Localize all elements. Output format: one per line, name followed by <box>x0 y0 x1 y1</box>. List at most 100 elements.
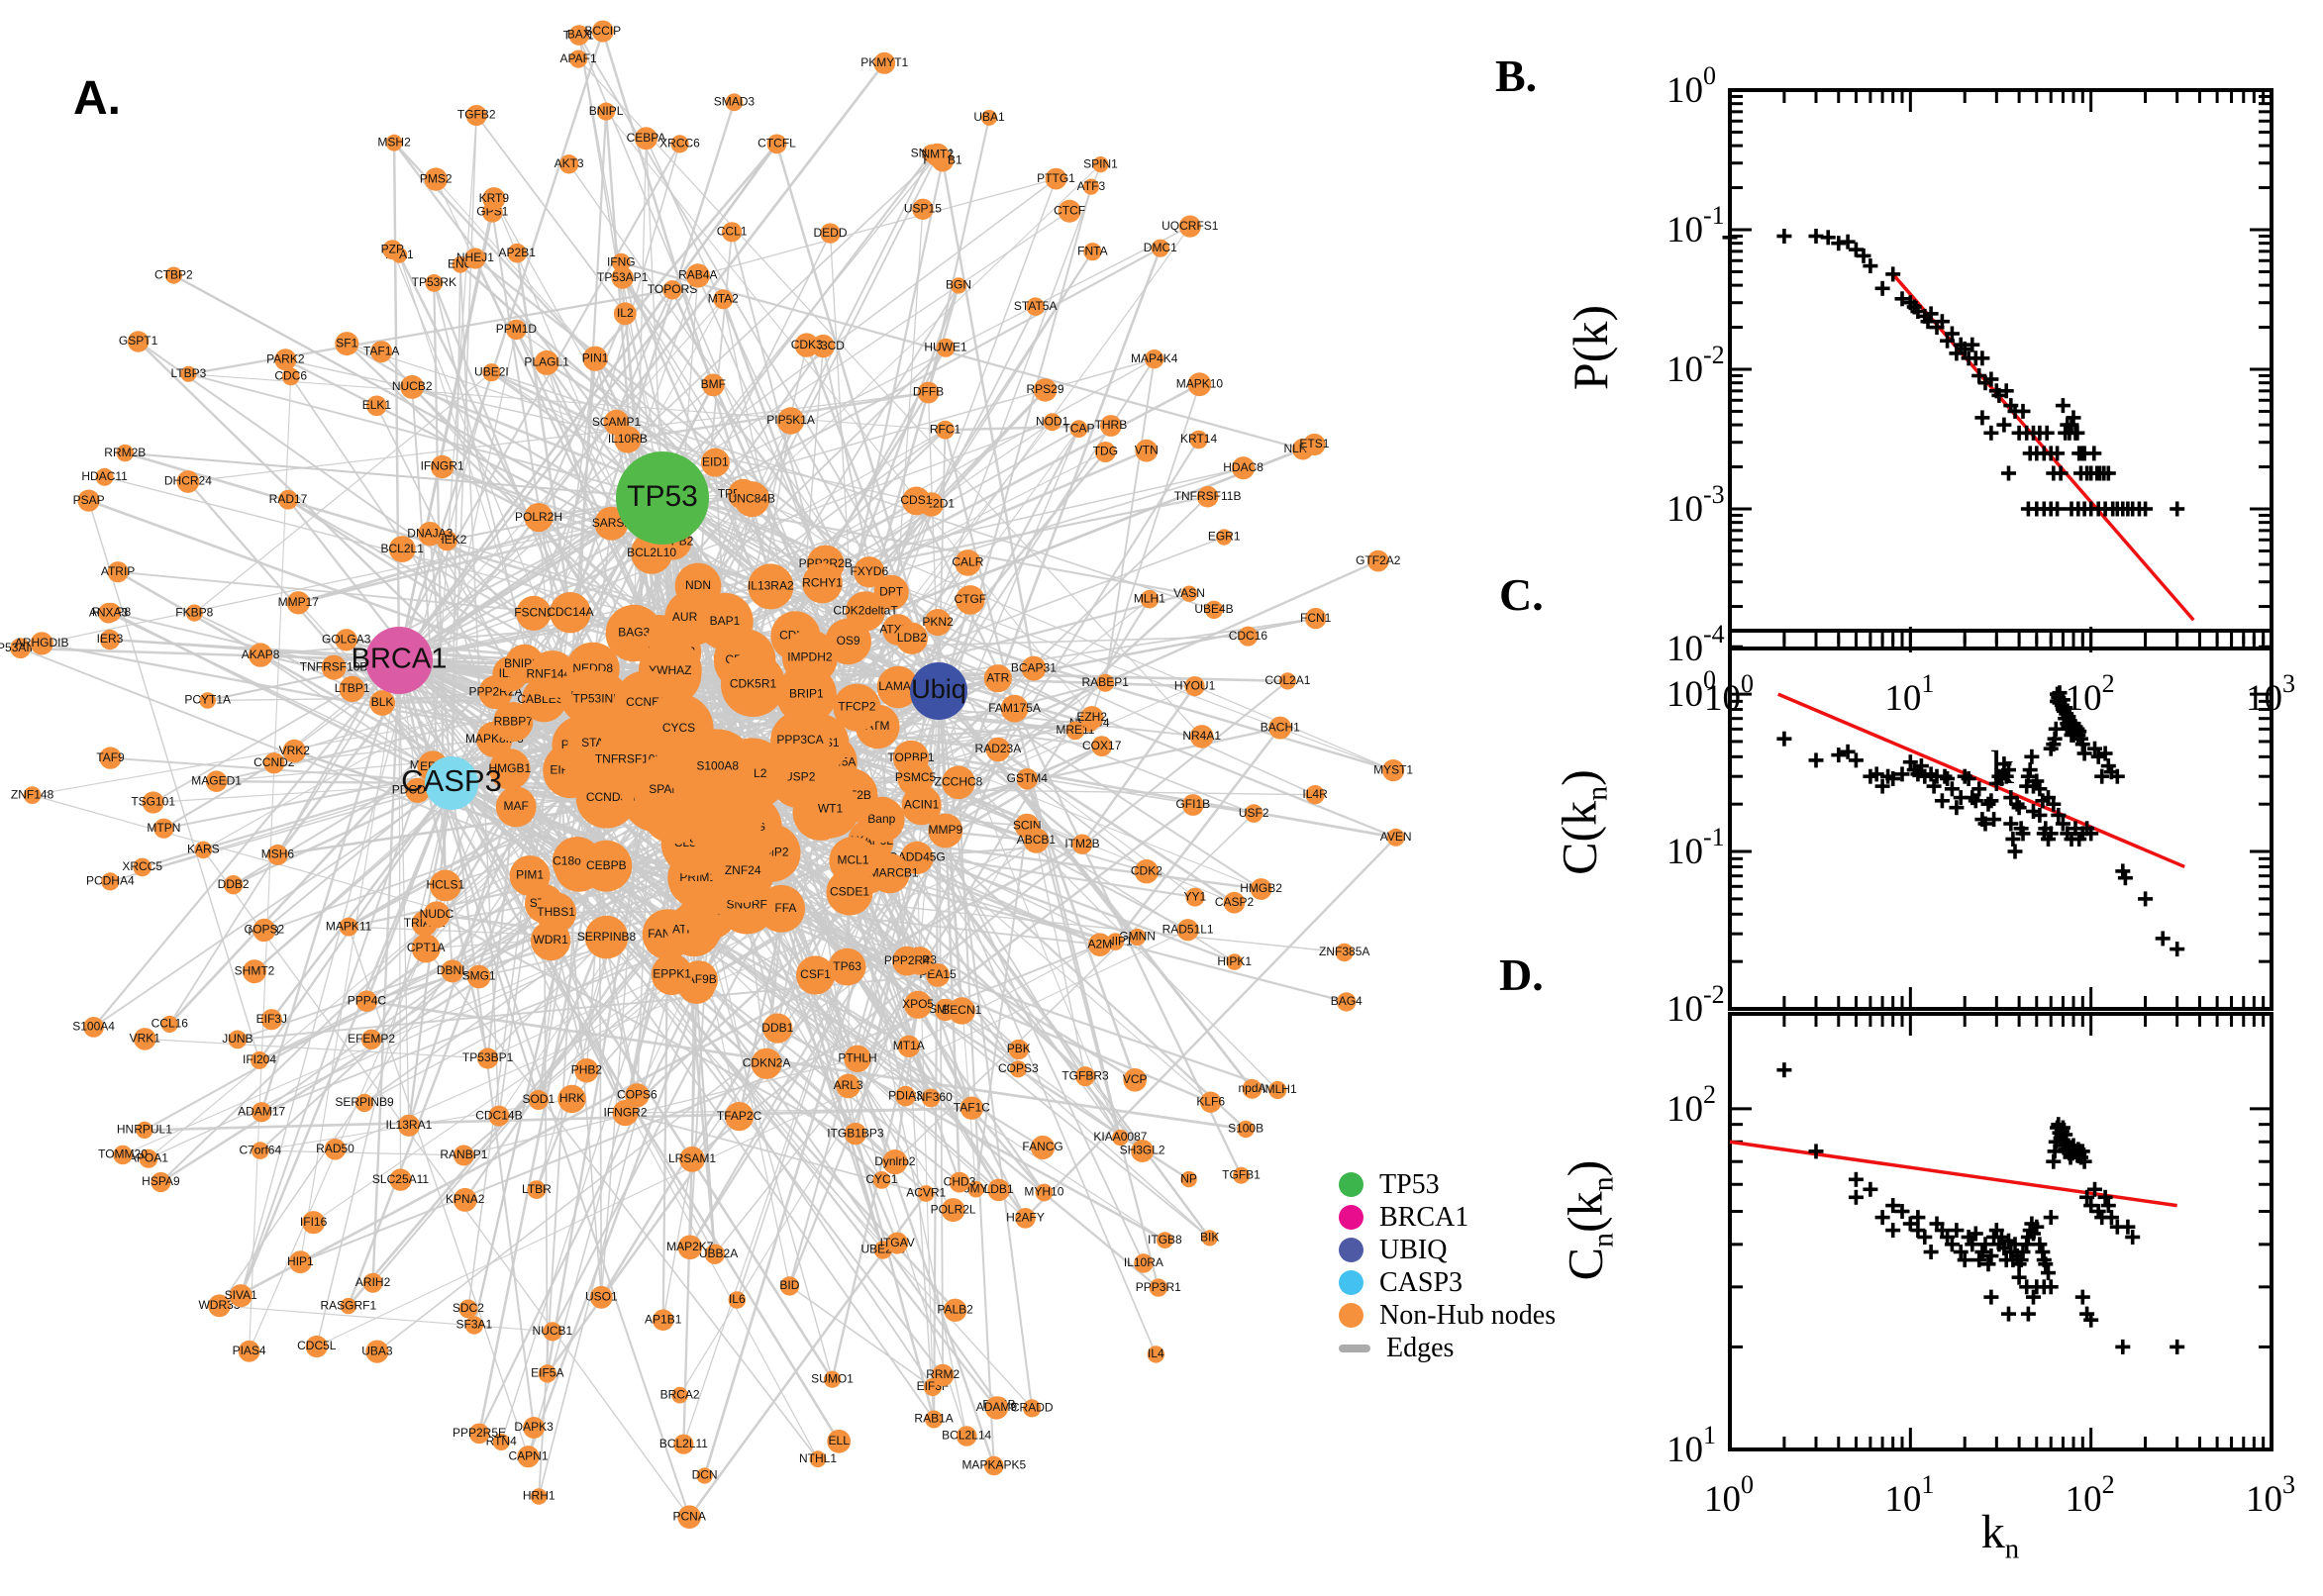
network-edge <box>219 1305 553 1333</box>
network-node <box>704 1244 726 1264</box>
network-node-label: BLK <box>371 695 394 709</box>
network-node <box>984 1455 1004 1476</box>
network-edge <box>451 264 461 784</box>
network-node-label: TP53AP1 <box>597 270 649 284</box>
network-edge <box>398 421 1053 661</box>
network-node <box>142 791 164 814</box>
network-node-label: MCL1 <box>837 852 868 866</box>
network-node-label: ZNF148 <box>11 787 54 801</box>
network-edge <box>451 782 716 1255</box>
network-node <box>612 1100 639 1127</box>
network-node <box>614 426 642 453</box>
network-node-label: TP53BP1 <box>462 1050 514 1064</box>
network-node-label: H2AFY <box>1006 1210 1045 1224</box>
legend-edge-line <box>1339 1344 1370 1352</box>
network-node <box>802 562 843 604</box>
network-node <box>543 1322 562 1342</box>
network-node-label: CEBPA <box>627 131 666 145</box>
network-edge <box>467 358 596 1310</box>
network-node-label: BACH1 <box>1261 720 1300 734</box>
scatter-points <box>1722 229 2185 517</box>
network-edge <box>451 781 1212 1104</box>
network-node-label: OS9 <box>837 634 860 648</box>
network-node-label: CSF1 <box>800 967 831 981</box>
network-node-label: BNIPL <box>589 104 624 118</box>
network-edge <box>300 944 1101 1263</box>
network-node-label: FKBP8 <box>175 605 213 619</box>
network-edge <box>799 421 1054 742</box>
network-node <box>943 1298 967 1323</box>
network-edge <box>397 198 496 661</box>
network-node <box>281 367 300 386</box>
network-node-label: MMP17 <box>278 595 320 609</box>
network-node-label: HUWE1 <box>924 340 967 353</box>
network-node-label: PIN1 <box>582 350 609 364</box>
network-node-label: RAD23A <box>975 742 1022 755</box>
network-node-label: ITGB8 <box>1148 1233 1182 1247</box>
network-node <box>382 240 403 260</box>
network-node-label: THBS1 <box>537 905 575 919</box>
network-node <box>1335 943 1354 962</box>
network-node <box>524 502 554 533</box>
network-edge <box>398 274 699 661</box>
network-node <box>251 1050 268 1069</box>
network-node <box>589 1285 613 1309</box>
network-node-label: NR4A1 <box>1182 729 1221 743</box>
network-node <box>507 243 527 263</box>
network-edge <box>450 782 536 1429</box>
tick-label: 103 <box>2246 1470 2295 1520</box>
network-node <box>722 222 743 243</box>
network-node <box>569 50 588 68</box>
network-node-label: ETS1 <box>1299 437 1329 450</box>
network-node <box>429 869 461 902</box>
network-node-label: TGFBR3 <box>1061 1068 1109 1082</box>
plot-b-ylabel: P(k) <box>1563 304 1618 391</box>
network-node <box>1157 1232 1173 1248</box>
network-node <box>1088 933 1112 956</box>
network-node-label: EZH2 <box>1076 710 1107 724</box>
network-node-label: PIM1 <box>516 868 544 882</box>
network-node <box>1069 420 1088 439</box>
network-node-label: TFAP2C <box>717 1109 762 1123</box>
network-node <box>458 1299 478 1319</box>
network-node-label: AKAP8 <box>242 648 280 661</box>
network-node-label: LRSAM1 <box>668 1151 716 1165</box>
network-node <box>820 223 841 244</box>
network-node-label: BCL2L10 <box>627 546 676 559</box>
network-node <box>557 1084 586 1114</box>
network-node <box>1045 167 1067 190</box>
network-edge <box>543 903 549 1374</box>
network-node <box>1305 785 1325 805</box>
network-node-label: POLR2L <box>931 1202 976 1216</box>
network-edge <box>240 372 493 1296</box>
network-node <box>833 683 881 732</box>
network-node <box>671 1386 688 1404</box>
network-node <box>1180 585 1198 602</box>
network-node-label: DEDD <box>813 226 847 240</box>
network-node <box>180 365 197 382</box>
network-node-label: PTTG1 <box>1037 171 1075 185</box>
network-edge <box>620 261 1304 450</box>
network-node <box>538 1364 556 1383</box>
network-node <box>932 1363 955 1387</box>
network-node-label: PIAS4 <box>233 1344 266 1357</box>
network-node-label: CDC14A <box>547 605 593 619</box>
network-node <box>266 844 288 865</box>
network-node-label: DCN <box>692 1468 718 1482</box>
network-edge <box>347 343 716 463</box>
network-node-label: MSH6 <box>261 848 295 861</box>
network-edge <box>478 933 668 978</box>
network-node <box>528 1089 549 1110</box>
network-node-label: PTHLH <box>838 1050 876 1064</box>
network-edge <box>627 391 929 442</box>
network-node <box>321 654 347 680</box>
network-edge <box>605 111 1093 719</box>
network-node <box>1129 928 1147 947</box>
network-node-label: NUDC <box>420 907 454 921</box>
network-edge <box>1104 358 1156 683</box>
network-node-label: PHB2 <box>571 1062 603 1076</box>
network-node <box>1092 156 1109 173</box>
network-node <box>441 959 464 983</box>
network-node-label: RANBP1 <box>440 1147 487 1161</box>
network-node-label: UBA3 <box>361 1344 393 1357</box>
